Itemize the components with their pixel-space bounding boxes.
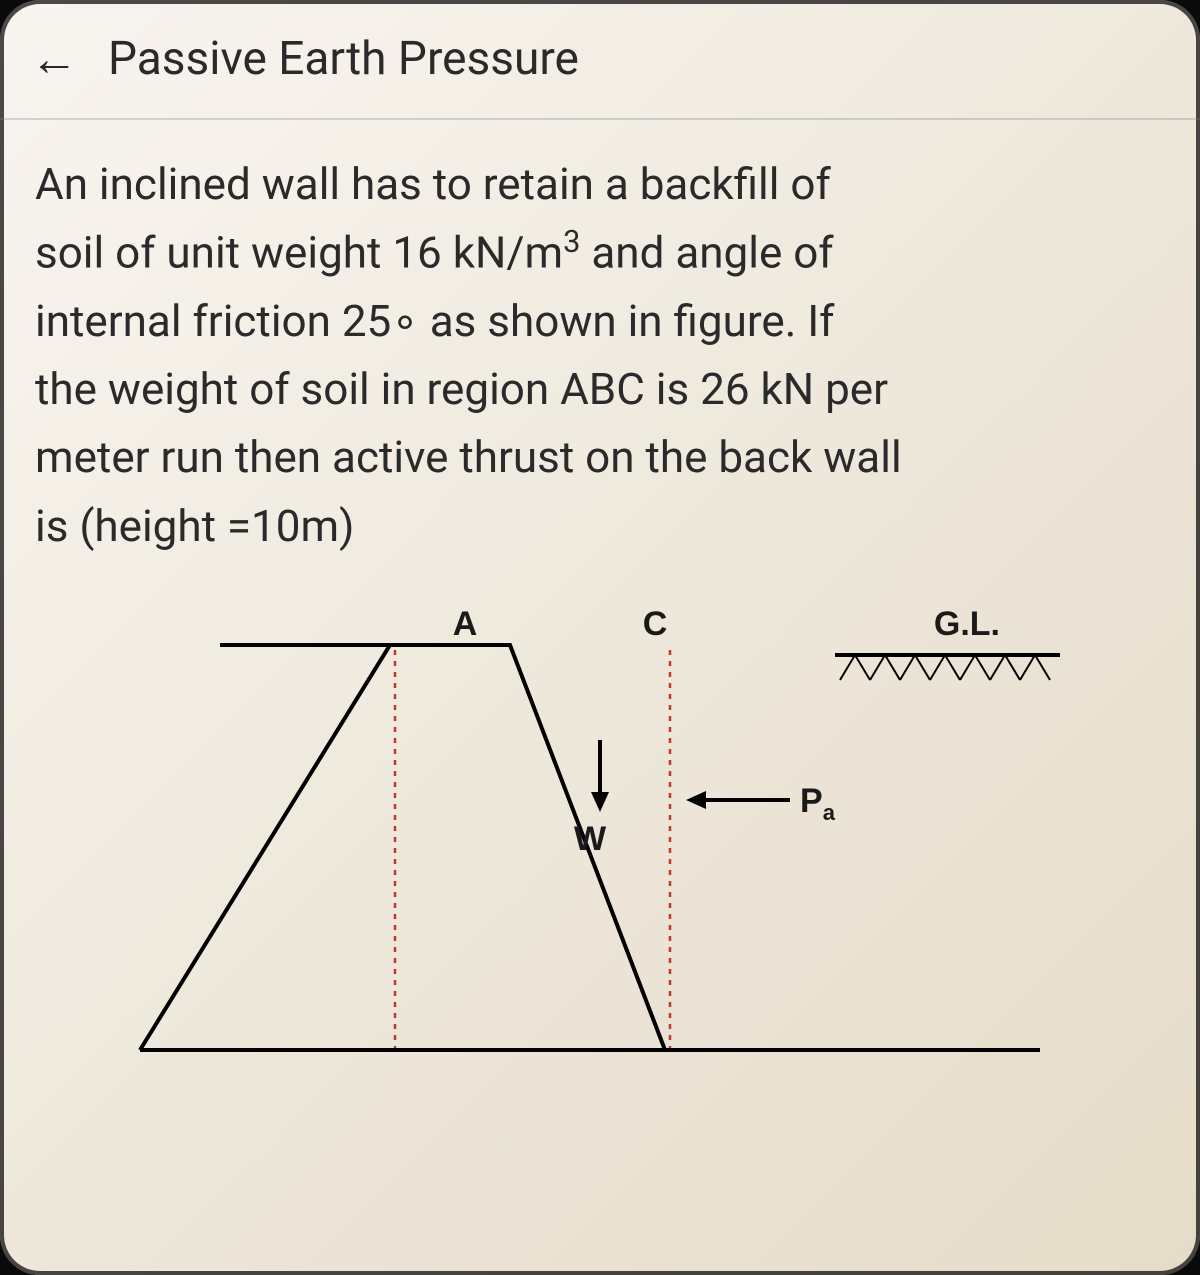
label-w: W — [574, 820, 607, 858]
gl-hatch-group — [840, 655, 1050, 680]
page-title: Passive Earth Pressure — [108, 32, 579, 86]
earth-pressure-diagram: A C G.L. W Pa — [100, 600, 1100, 1080]
problem-line-1: An inclined wall has to retain a backfil… — [35, 158, 831, 210]
content-area: An inclined wall has to retain a backfil… — [0, 120, 1200, 1110]
pa-arrow-head — [686, 791, 706, 809]
problem-line-5: meter run then active thrust on the back… — [35, 431, 902, 483]
label-gl: G.L. — [934, 605, 1000, 643]
problem-statement: An inclined wall has to retain a backfil… — [35, 150, 1165, 560]
problem-line-2b: and angle of — [580, 227, 833, 279]
label-c: C — [643, 605, 668, 643]
problem-superscript: 3 — [563, 223, 580, 260]
label-pa-main: P — [800, 782, 823, 820]
problem-line-4: the weight of soil in region ABC is 26 k… — [35, 363, 888, 415]
problem-line-6: is (height =10m) — [35, 500, 354, 552]
label-pa-sub: a — [823, 800, 836, 825]
problem-line-2a: soil of unit weight 16 kN/m — [35, 227, 563, 279]
app-screen: ← Passive Earth Pressure An inclined wal… — [0, 0, 1200, 1275]
w-arrow-head — [591, 792, 609, 812]
diagram-container: A C G.L. W Pa — [35, 600, 1165, 1080]
problem-line-3: internal friction 25∘ as shown in figure… — [35, 295, 834, 347]
header-bar: ← Passive Earth Pressure — [0, 0, 1200, 120]
label-a: A — [453, 605, 478, 643]
label-pa: Pa — [800, 782, 836, 825]
back-arrow-icon[interactable]: ← — [30, 35, 78, 83]
diagram-svg: A C G.L. W Pa — [100, 600, 1100, 1080]
